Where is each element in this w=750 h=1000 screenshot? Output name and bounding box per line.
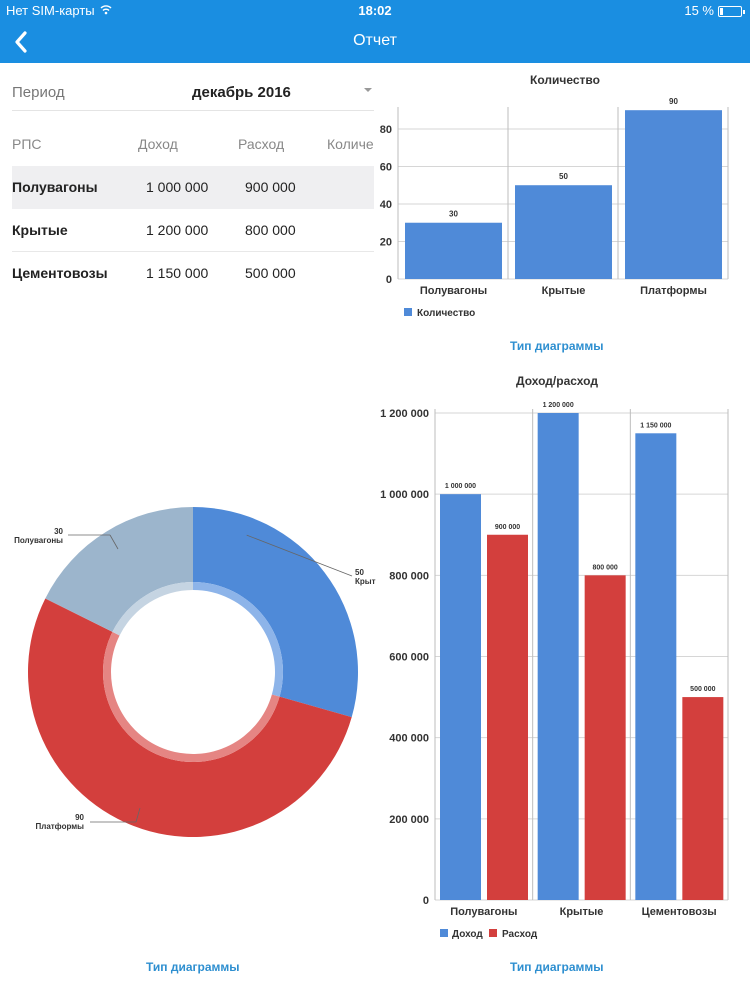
y-tick-label: 600 000 (389, 652, 429, 664)
leader-line (135, 807, 141, 823)
legend-label: Доход (452, 929, 483, 940)
x-tick-label: Крытые (560, 906, 604, 918)
bar-Расход-Цементовозы (682, 697, 724, 900)
bar-Полувагоны (405, 222, 502, 279)
donut-inner-ring (193, 582, 283, 697)
y-tick-label: 1 000 000 (380, 489, 429, 501)
legend-label: Расход (502, 929, 538, 940)
x-tick-label: Платформы (640, 285, 707, 297)
table-header: РПС Доход Расход Количе (12, 124, 374, 166)
period-value[interactable]: декабрь 2016 (192, 84, 291, 101)
bar-value-label: 90 (669, 97, 678, 106)
row-name: Цементовозы (12, 265, 108, 281)
column-header-quantity[interactable]: Количе (327, 136, 374, 152)
bar-value-label: 30 (449, 210, 458, 219)
bar-Доход-Цементовозы (635, 433, 677, 900)
table-row[interactable]: Цементовозы 1 150 000 500 000 (12, 252, 374, 295)
chart-type-link-income-expense[interactable]: Тип диаграммы (510, 960, 604, 974)
nav-bar: Отчет (0, 22, 750, 63)
bar-value-label: 900 000 (495, 524, 520, 531)
row-name: Крытые (12, 222, 68, 238)
bar-Доход-Крытые (537, 413, 579, 900)
bar-value-label: 1 200 000 (543, 402, 574, 409)
row-expense: 800 000 (245, 222, 296, 238)
slice-name-label: Полувагоны (14, 536, 63, 545)
table-row[interactable]: Полувагоны 1 000 000 900 000 (12, 166, 374, 209)
column-header-rps[interactable]: РПС (12, 136, 42, 152)
column-header-expense[interactable]: Расход (238, 136, 285, 152)
table-row[interactable]: Крытые 1 200 000 800 000 (12, 209, 374, 252)
back-button[interactable] (8, 26, 36, 58)
row-expense: 900 000 (245, 179, 296, 195)
quantity-chart: Количество 0 20 40 60 80 30 Полувагоны 50 Крытые 9… (380, 73, 729, 319)
bar-value-label: 1 000 000 (445, 483, 476, 490)
y-tick-label: 20 (380, 236, 392, 248)
y-tick-label: 200 000 (389, 814, 429, 826)
bar-value-label: 50 (559, 172, 568, 181)
donut-slice-Платформы (28, 598, 352, 837)
slice-name-label: Платформы (35, 822, 84, 831)
donut-slice-Полувагоны (45, 507, 193, 632)
clock: 18:02 (358, 3, 392, 18)
slice-value-label: 90 (75, 813, 84, 822)
legend-swatch (489, 929, 497, 937)
period-label: Период (12, 84, 65, 101)
slice-name-label: Крыт (355, 577, 376, 586)
row-income: 1 200 000 (146, 222, 209, 238)
chart-type-link-quantity[interactable]: Тип диаграммы (510, 339, 604, 353)
page-title: Отчет (353, 32, 397, 49)
dropdown-caret-icon[interactable] (364, 88, 372, 92)
status-bar: Нет SIM-карты 18:02 15 % (0, 0, 750, 22)
y-tick-label: 800 000 (389, 570, 429, 582)
row-expense: 500 000 (245, 265, 296, 281)
slice-value-label: 30 (54, 527, 63, 536)
period-selector[interactable]: Период декабрь 2016 (12, 74, 374, 111)
y-tick-label: 0 (423, 895, 429, 907)
wifi-icon (100, 2, 112, 19)
slice-value-label: 50 (355, 568, 364, 577)
leader-line (109, 534, 119, 550)
bar-Расход-Крытые (584, 575, 626, 900)
y-tick-label: 80 (380, 124, 392, 136)
x-tick-label: Крытые (542, 285, 586, 297)
y-tick-label: 40 (380, 199, 392, 211)
row-income: 1 150 000 (146, 265, 209, 281)
battery-icon (718, 6, 745, 17)
chart-type-link-donut[interactable]: Тип диаграммы (146, 960, 240, 974)
row-name: Полувагоны (12, 179, 98, 195)
battery-level (720, 8, 723, 15)
y-tick-label: 400 000 (389, 733, 429, 745)
bar-Крытые (515, 185, 612, 279)
income-expense-chart: Доход/расход 0 200 000 400 000 600 000 800 00… (380, 374, 729, 940)
x-tick-label: Полувагоны (420, 285, 487, 297)
bar-Расход-Полувагоны (487, 534, 528, 900)
x-tick-label: Цементовозы (642, 906, 717, 918)
bar-value-label: 500 000 (690, 686, 715, 693)
donut-inner-ring (112, 582, 193, 636)
donut-slice-Крытые (193, 507, 359, 718)
legend-swatch (440, 929, 448, 937)
y-tick-label: 0 (386, 274, 392, 286)
chevron-left-icon (15, 31, 27, 53)
bar-value-label: 1 150 000 (640, 422, 671, 429)
x-tick-label: Полувагоны (450, 906, 517, 918)
chart-title: Количество (530, 73, 600, 87)
report-table: РПС Доход Расход Количе Полувагоны 1 000… (12, 124, 374, 295)
y-tick-label: 1 200 000 (380, 408, 429, 420)
carrier-label: Нет SIM-карты (6, 3, 95, 18)
bar-Доход-Полувагоны (440, 494, 481, 900)
column-header-income[interactable]: Доход (138, 136, 178, 152)
y-tick-label: 60 (380, 161, 392, 173)
bar-Платформы (625, 110, 722, 279)
row-income: 1 000 000 (146, 179, 209, 195)
battery-percent: 15 % (684, 3, 714, 18)
bar-value-label: 800 000 (593, 564, 618, 571)
leader-line (246, 534, 353, 577)
legend-label: Количество (417, 308, 475, 319)
legend-swatch (404, 308, 412, 316)
donut-inner-ring (103, 631, 280, 763)
chart-title: Доход/расход (516, 374, 598, 388)
